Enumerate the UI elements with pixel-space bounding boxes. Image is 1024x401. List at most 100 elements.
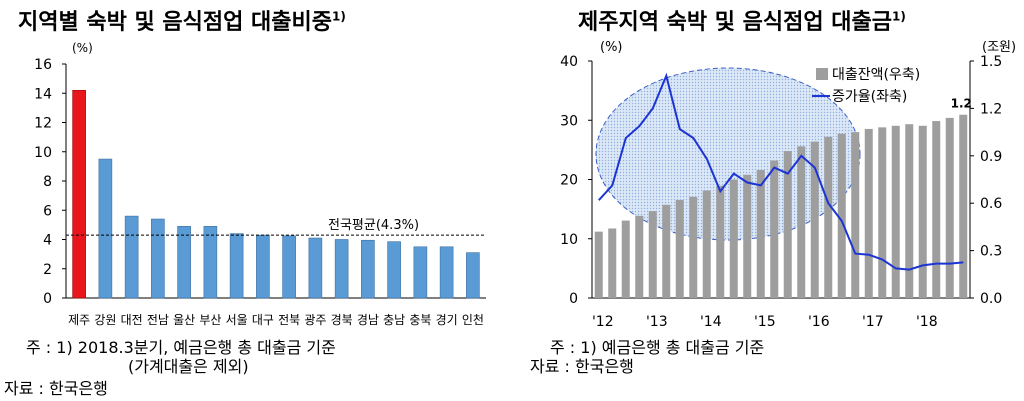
left-bar-chart: (%) 0 2 4 6 8 10 12 14 16 제주 강원 대전 전남 울산 부산 서울 대구 전북 광주 경북 경남…	[34, 41, 486, 327]
right-right-tick-label: 1.5	[980, 54, 1002, 70]
right-loan-bar	[824, 136, 833, 298]
left-y-tick-label: 8	[43, 174, 52, 190]
left-y-tick-label: 2	[43, 262, 52, 278]
right-combo-chart: (%) (조원) 0 10 20 30 40 0.0 0.3 0.6 0.9 1.2 1.5 1.2 '12…	[560, 40, 1016, 330]
right-loan-bar	[810, 141, 819, 298]
right-left-tick-label: 10	[560, 232, 578, 248]
left-bar	[256, 234, 270, 299]
left-x-tick-label: 대전	[121, 313, 143, 327]
left-note-line-1: 주 : 1) 2018.3분기, 예금은행 총 대출금 기준	[26, 338, 336, 357]
right-right-tick-label: 1.2	[980, 101, 1002, 117]
right-left-tick-label: 20	[560, 173, 578, 189]
right-loan-bar	[635, 215, 644, 298]
left-y-tick-label: 0	[43, 291, 52, 307]
left-note-line-2: (가계대출은 제외)	[128, 357, 249, 376]
right-loan-bar	[770, 160, 779, 298]
right-right-tick-label: 0.6	[980, 196, 1002, 212]
right-x-tick-label: '14	[700, 314, 722, 330]
right-loan-bar	[648, 211, 657, 298]
right-x-tick-label: '13	[646, 314, 668, 330]
right-loan-bar	[878, 127, 887, 298]
left-x-tick-label: 울산	[173, 313, 195, 327]
left-y-tick-label: 10	[34, 145, 52, 161]
right-loan-bar	[743, 174, 752, 298]
right-loan-bar	[932, 121, 941, 298]
left-bar	[229, 233, 244, 299]
right-loan-bar	[891, 125, 900, 298]
left-x-tick-label: 충남	[383, 313, 405, 327]
left-x-tick-label: 강원	[94, 313, 116, 327]
left-bar	[72, 90, 86, 299]
left-bar	[203, 226, 218, 299]
left-y-tick-label: 12	[34, 116, 52, 132]
right-loan-bar	[918, 125, 927, 298]
left-x-tick-label: 서울	[226, 313, 248, 327]
right-loan-bar	[783, 151, 792, 298]
left-x-tick-label: 제주	[68, 313, 90, 327]
left-x-tick-label: 부산	[199, 313, 221, 327]
right-last-bar-label: 1.2	[951, 97, 972, 111]
right-loan-bar	[959, 114, 968, 298]
right-growth-line	[598, 72, 964, 271]
right-left-tick-label: 0	[569, 291, 578, 307]
left-bar	[361, 239, 375, 299]
right-left-tick-label: 30	[560, 113, 578, 129]
left-y-tick-label: 4	[43, 233, 52, 249]
left-chart-title-text: 지역별 숙박 및 음식점업 대출비중	[18, 10, 332, 35]
right-loan-bar	[797, 146, 806, 298]
left-bar	[466, 252, 480, 299]
left-x-tick-label: 대구	[252, 313, 274, 327]
right-loan-bar	[716, 185, 725, 298]
right-legend-bar-swatch	[816, 68, 828, 80]
right-chart-panel: 제주지역 숙박 및 음식점업 대출금1) (%) (조원) 0 10 20 30 40 0.0…	[520, 0, 1024, 401]
right-loan-bar	[864, 128, 873, 298]
left-bar	[98, 158, 113, 299]
right-x-tick-label: '15	[754, 314, 776, 330]
right-x-tick-label: '12	[592, 314, 614, 330]
right-note-line-1: 주 : 1) 예금은행 총 대출금 기준	[550, 338, 765, 357]
left-bar	[282, 235, 296, 299]
right-loan-bar	[851, 132, 860, 298]
left-bar	[151, 218, 165, 299]
left-x-tick-label: 경북	[331, 313, 353, 327]
left-x-tick-label: 경기	[436, 313, 458, 327]
right-right-tick-label: 0.0	[980, 291, 1002, 307]
right-right-axis-unit: (조원)	[982, 40, 1016, 55]
right-right-tick-label: 0.9	[980, 149, 1002, 165]
left-x-tick-label: 광주	[304, 313, 326, 327]
right-right-tick-label: 0.3	[980, 244, 1002, 260]
right-x-tick-label: '17	[862, 314, 884, 330]
right-source: 자료 : 한국은행	[530, 357, 634, 376]
right-loan-bar	[729, 179, 738, 298]
right-legend-bar-label: 대출잔액(우축)	[832, 67, 920, 83]
right-loan-bar	[621, 220, 630, 298]
right-left-axis-unit: (%)	[600, 40, 623, 55]
right-loan-bar	[945, 117, 954, 298]
right-loan-bar	[594, 231, 603, 298]
right-loan-bar	[689, 196, 698, 298]
right-loan-bar	[756, 170, 765, 298]
left-bar	[413, 246, 428, 299]
left-source: 자료 : 한국은행	[4, 379, 108, 398]
right-loan-bar	[837, 133, 846, 298]
right-loan-bar	[702, 190, 711, 298]
right-x-tick-label: '18	[916, 314, 938, 330]
left-bar	[334, 239, 349, 299]
right-loan-bar	[905, 124, 914, 298]
left-reference-label: 전국평균(4.3%)	[328, 218, 419, 233]
right-chart-title-text: 제주지역 숙박 및 음식점업 대출금	[578, 10, 892, 35]
right-chart-title-footnote: 1)	[892, 9, 906, 24]
left-x-tick-label: 경남	[357, 313, 379, 327]
left-chart-title-footnote: 1)	[332, 9, 346, 24]
right-left-tick-label: 40	[560, 54, 578, 70]
left-y-axis-unit: (%)	[72, 41, 93, 55]
right-chart-title: 제주지역 숙박 및 음식점업 대출금1)	[578, 4, 906, 36]
right-highlight-ellipse	[595, 67, 861, 241]
right-legend-line-label: 증가율(좌축)	[832, 89, 907, 105]
left-x-tick-label: 충북	[409, 313, 431, 327]
left-bar	[308, 237, 323, 299]
right-loan-bar	[608, 228, 617, 298]
left-x-tick-label: 전북	[278, 313, 300, 327]
left-y-tick-label: 16	[34, 57, 52, 73]
left-y-tick-label: 6	[43, 203, 52, 219]
